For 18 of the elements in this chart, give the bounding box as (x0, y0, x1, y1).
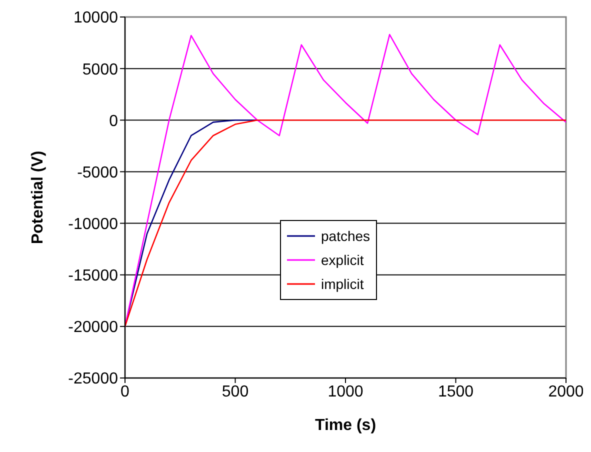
x-tick-label: 1000 (328, 383, 364, 400)
y-tick-label: -15000 (68, 268, 118, 285)
y-tick-label: -10000 (68, 216, 118, 233)
x-tick-label: 500 (222, 383, 249, 400)
y-tick-label: 5000 (82, 61, 118, 78)
legend-label: explicit (321, 251, 364, 270)
legend-label: patches (321, 227, 370, 246)
x-tick-label: 2000 (548, 383, 584, 400)
x-tick-label: 0 (120, 383, 130, 400)
x-tick-label: 1500 (438, 383, 474, 400)
y-tick-label: 0 (109, 112, 118, 130)
y-tick-label: -25000 (68, 370, 118, 388)
legend-label: implicit (321, 275, 364, 294)
x-axis-title: Time (s) (314, 417, 376, 434)
y-axis-title: Potential (V) (30, 150, 47, 244)
y-tick-label: 10000 (74, 10, 118, 27)
y-tick-label: -5000 (77, 164, 118, 182)
y-tick-label: -20000 (68, 319, 118, 336)
